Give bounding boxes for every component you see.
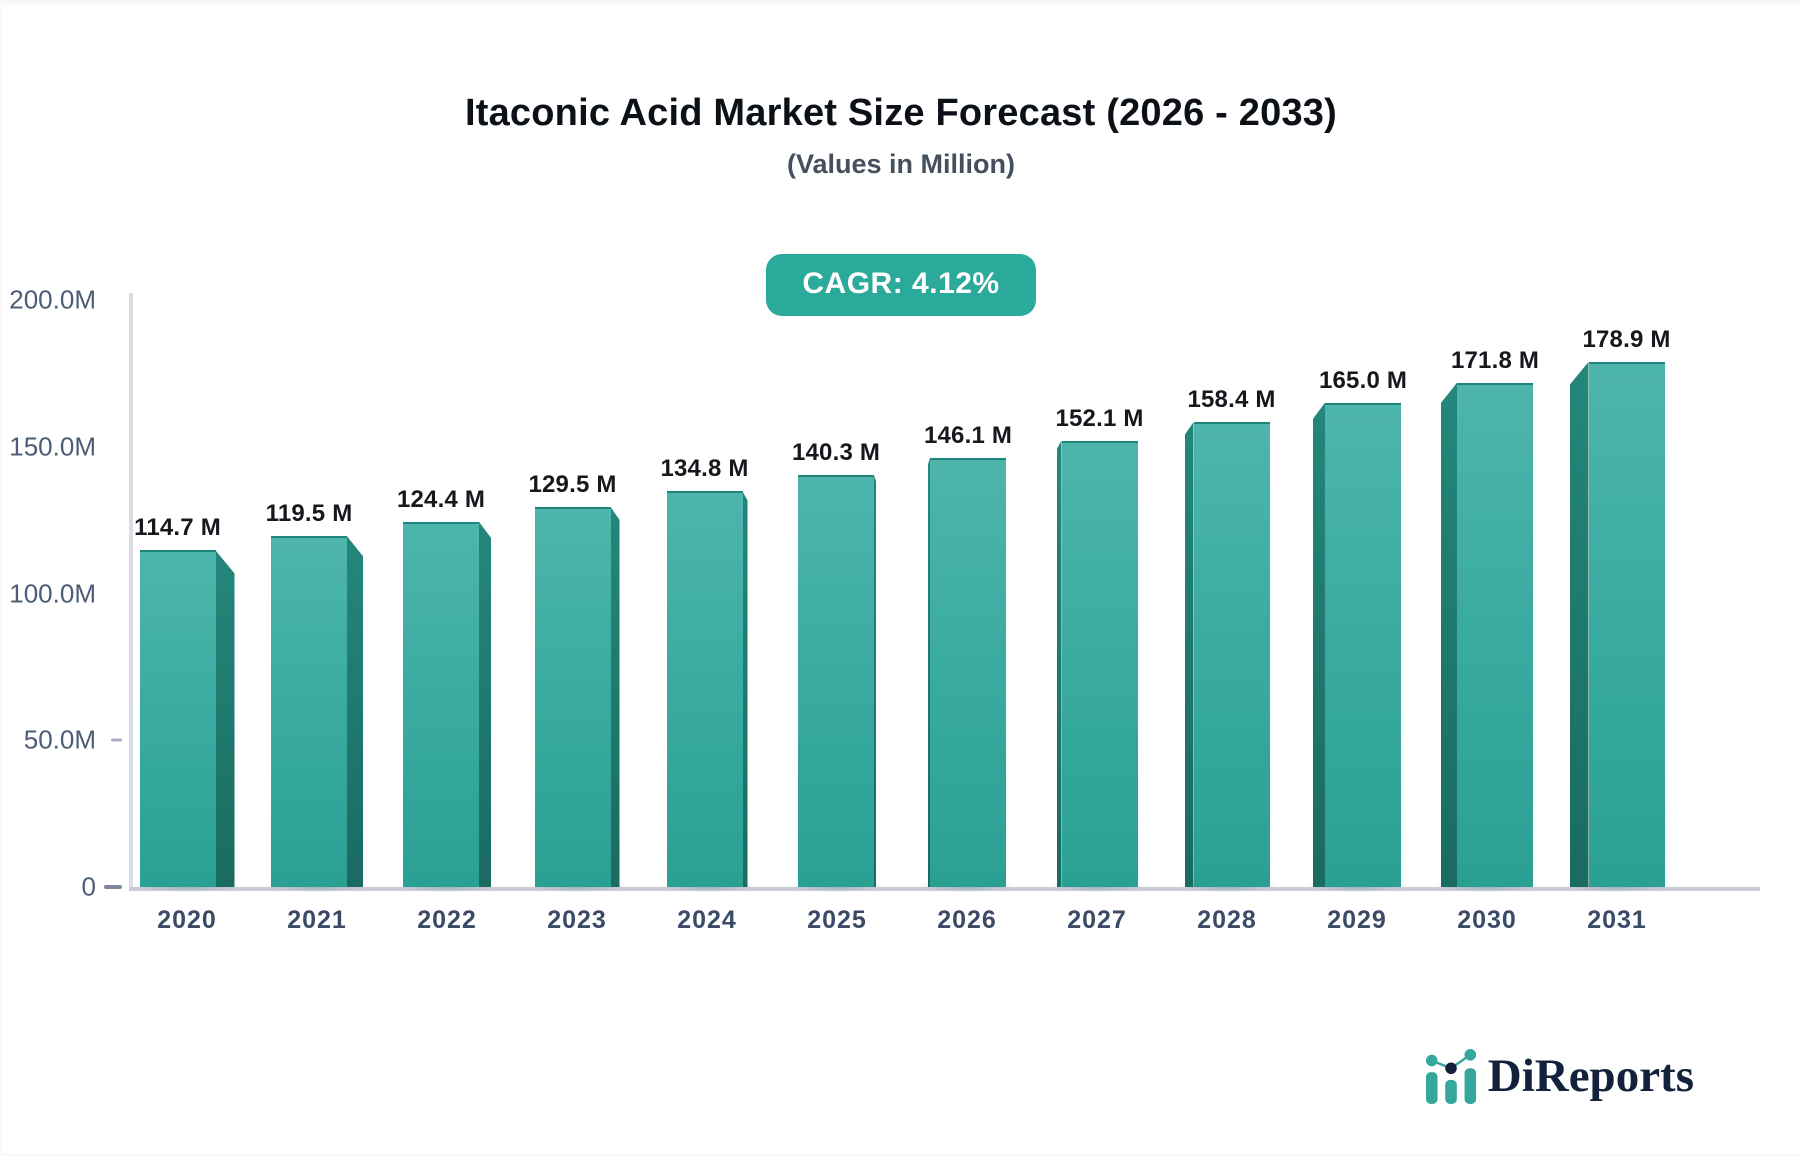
bar-slot-2026: 146.1 M [902,300,1032,892]
chart-title: Itaconic Acid Market Size Forecast (2026… [464,92,1337,134]
bar-value-label: 119.5 M [265,500,353,528]
bar-front-face: 152.1 M [1055,405,1143,887]
bar-2023: 129.5 M [524,471,630,893]
bar-2028: 158.4 M [1174,386,1280,892]
bar-front-face: 124.4 M [397,486,485,887]
bar-side-face [742,491,748,887]
bar-slot-2029: 165.0 M [1292,300,1422,893]
bar-front-face: 129.5 M [528,471,616,887]
bar-side-face [479,521,491,887]
bar-slot-2028: 158.4 M [1162,300,1292,892]
x-axis-label-2021: 2021 [287,906,347,934]
bar-2024: 134.8 M [656,455,758,892]
x-axis-label-2028: 2028 [1197,906,1257,934]
y-tick-label: 50.0M [23,724,96,755]
x-axis-label-2020: 2020 [157,906,217,934]
bar-front-face: 114.7 M [134,514,221,887]
bar-value-label: 171.8 M [1450,346,1540,374]
brand-watermark: DiReports [1425,1048,1694,1104]
x-axis-label-2025: 2025 [807,906,867,934]
bar-side-face [347,536,363,887]
bar-value-label: 152.1 M [1055,404,1144,432]
y-axis-line [129,293,133,891]
bar-front-face: 134.8 M [660,455,748,887]
bar-value-label: 129.5 M [528,470,617,498]
bar-slot-2022: 124.4 M [382,300,512,893]
bar-value-label: 124.4 M [396,485,486,513]
x-axis-label-2022: 2022 [417,906,477,934]
bar-slot-2020: 114.7 M [122,300,252,892]
bar-side-face [928,458,930,887]
chart-subtitle: (Values in Million) [786,149,1016,179]
bar-side-face [1184,422,1194,887]
x-axis-label-2030: 2030 [1457,906,1517,934]
bar-value-label: 178.9 M [1582,325,1671,353]
cagr-badge: CAGR: 4.12% [766,254,1036,316]
bar-2027: 152.1 M [1046,405,1148,893]
bars-row: 114.7 M 119.5 M 124.4 M 129.5 M 134.8 M 140.3… [122,300,1682,893]
bar-value-label: 158.4 M [1187,386,1276,414]
bar-value-label: 114.7 M [134,514,221,542]
bar-side-face [1569,361,1589,887]
y-tick-label: 150.0M [9,431,96,462]
bar-slot-2023: 129.5 M [512,300,642,893]
bar-side-face [1313,402,1325,887]
x-axis-label-2024: 2024 [677,906,737,934]
bar-2031: 178.9 M [1559,326,1675,893]
bar-2030: 171.8 M [1431,347,1543,893]
brand-name: DiReports [1487,1049,1694,1102]
bar-value-label: 140.3 M [791,439,881,467]
bar-side-face [874,475,876,887]
bar-side-face [1441,382,1457,887]
y-tick-label: 200.0M [9,284,96,315]
bar-slot-2025: 140.3 M [772,300,902,892]
bar-value-label: 134.8 M [660,455,749,483]
bar-2020: 114.7 M [129,514,245,892]
y-tick-mark [111,738,122,742]
x-axis-label-2023: 2023 [547,906,607,934]
bar-front-face: 158.4 M [1187,386,1275,887]
bar-2029: 165.0 M [1303,367,1411,893]
x-axis-label-2027: 2027 [1067,906,1127,934]
bar-2022: 124.4 M [393,486,501,893]
bar-front-face: 178.9 M [1582,326,1670,887]
bar-2026: 146.1 M [918,422,1016,892]
bar-side-face [1056,440,1062,887]
bar-slot-2021: 119.5 M [252,300,382,892]
bar-2021: 119.5 M [261,500,373,892]
y-tick-mark [104,885,122,889]
bar-slot-2031: 178.9 M [1552,300,1682,893]
bar-front-face: 119.5 M [266,500,352,887]
y-tick-label: 0 [81,871,96,902]
bar-front-face: 171.8 M [1451,347,1539,887]
bar-side-face [215,550,235,887]
bar-slot-2030: 171.8 M [1422,300,1552,893]
x-axis-label-2029: 2029 [1327,906,1387,934]
bar-side-face [610,506,620,887]
bar-front-face: 146.1 M [924,422,1012,887]
bar-value-label: 146.1 M [923,422,1013,450]
cagr-badge-wrap: CAGR: 4.12% [2,254,1800,316]
bar-value-label: 165.0 M [1318,366,1408,394]
bar-2025: 140.3 M [788,439,886,892]
bar-front-face: 165.0 M [1319,367,1407,887]
y-tick-label: 100.0M [9,578,96,608]
x-axis-labels: 2020 2021 2022 2023 2024 2025 2026 2027 2028 2029… [122,906,1682,935]
bar-slot-2027: 152.1 M [1032,300,1162,893]
bar-slot-2024: 134.8 M [642,300,772,892]
x-axis-label-2026: 2026 [937,906,997,934]
x-axis-label-2031: 2031 [1587,906,1647,934]
x-axis-line [129,887,1760,891]
bar-front-face: 140.3 M [792,439,880,887]
brand-logo-icon [1425,1049,1476,1104]
y-axis-labels: 200.0M 150.0M 100.0M 50.0M 0 [2,285,126,902]
